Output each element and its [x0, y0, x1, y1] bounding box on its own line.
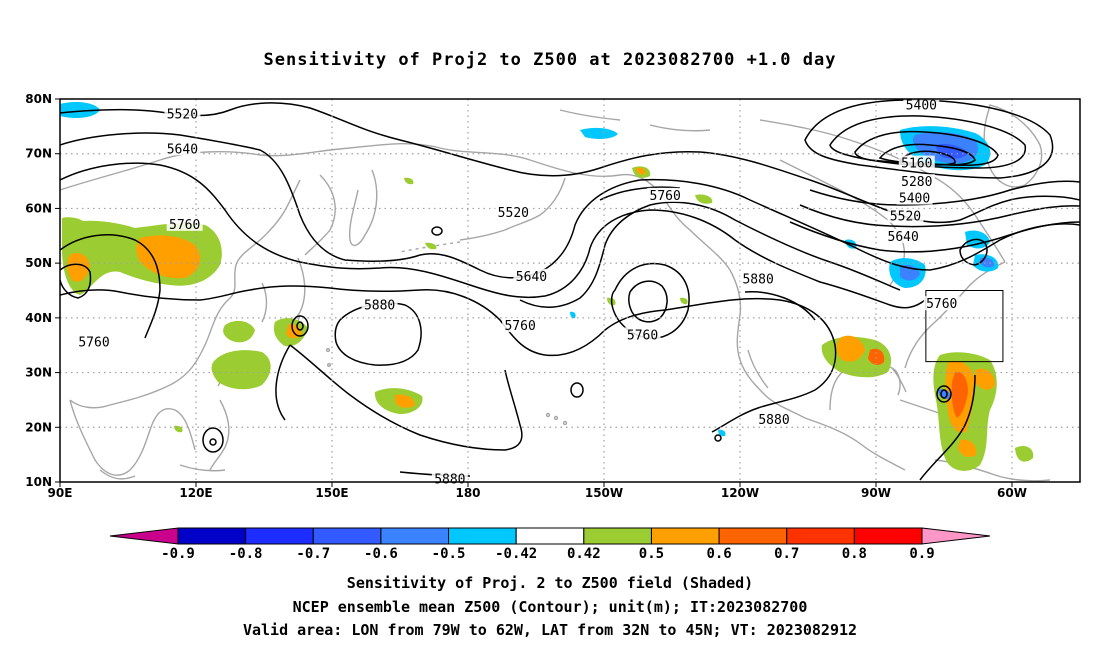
lat-tick-label: 30N: [25, 366, 52, 380]
contour-label: 5880: [431, 471, 468, 487]
contour-label: 5640: [164, 141, 201, 157]
lon-tick-label: 120W: [721, 486, 759, 500]
svg-text:5400: 5400: [906, 99, 937, 114]
contour-label: 5880: [361, 297, 398, 313]
lat-tick-label: 40N: [25, 311, 52, 325]
lat-tick-label: 10N: [25, 475, 52, 489]
colorbar-label: 0.9: [909, 546, 934, 562]
contour-label: 5880: [740, 271, 777, 288]
svg-text:5880: 5880: [742, 273, 773, 288]
colorbar-label: 0.8: [842, 546, 867, 562]
map-frame: [59, 98, 1081, 483]
lat-tick-label: 60N: [25, 201, 52, 215]
colorbar-label: 0.5: [639, 546, 664, 562]
caption-line-1: Sensitivity of Proj. 2 to Z500 field (Sh…: [346, 574, 754, 592]
z500-contours: [60, 99, 1080, 481]
colorbar-swatch: [650, 527, 720, 545]
contour-label: 5760: [76, 334, 112, 350]
svg-text:5520: 5520: [890, 210, 921, 225]
svg-text:5760: 5760: [78, 335, 109, 350]
contour-label: 5760: [502, 318, 539, 334]
colorbar-swatch: [245, 527, 314, 545]
positive-sensitivity-shading: [62, 166, 1034, 471]
svg-text:5880: 5880: [758, 413, 789, 428]
colorbar-swatch: [312, 527, 382, 545]
lon-tick-label: 90E: [48, 486, 73, 500]
colorbar-label: -0.6: [364, 546, 398, 562]
map-title: Sensitivity of Proj2 to Z500 at 20230827…: [263, 50, 837, 70]
caption-line-2: NCEP ensemble mean Z500 (Contour); unit(…: [292, 598, 808, 616]
lon-tick-label: 60W: [997, 486, 1027, 500]
svg-text:5760: 5760: [169, 218, 200, 233]
svg-text:5400: 5400: [899, 192, 930, 207]
svg-text:5640: 5640: [516, 270, 547, 285]
svg-text:5640: 5640: [888, 230, 919, 245]
contour-label: 5760: [624, 327, 661, 343]
svg-text:5160: 5160: [901, 157, 932, 172]
contour-label: 5400: [903, 97, 940, 114]
contour-label: 5640: [885, 228, 922, 245]
svg-text:5760: 5760: [504, 319, 535, 334]
svg-text:5760: 5760: [926, 297, 957, 312]
longitude-axis: 90E 120E 150E 180 150W 120W 90W 60W: [48, 482, 1027, 500]
colorbar-label: -0.42: [495, 546, 537, 562]
colorbar-right-extend: [921, 527, 991, 545]
svg-text:5880: 5880: [434, 472, 465, 487]
lon-tick-label: 180: [455, 486, 480, 500]
contour-label: 5880: [756, 412, 792, 428]
colorbar-label: -0.5: [432, 546, 466, 562]
contour-label: 5160: [898, 155, 935, 172]
lat-tick-label: 50N: [25, 256, 52, 270]
lon-tick-label: 150E: [315, 486, 348, 500]
colorbar-left-extend: [109, 527, 179, 545]
svg-text:5880: 5880: [364, 298, 395, 313]
colorbar-label: 0.42: [567, 546, 601, 562]
svg-text:5520: 5520: [498, 206, 529, 221]
colorbar-label: -0.8: [229, 546, 263, 562]
contour-label: 5760: [923, 296, 960, 312]
contour-label: 5520: [164, 106, 201, 122]
colorbar-swatch: [515, 527, 585, 545]
contour-label: 5760: [647, 187, 684, 204]
lat-tick-label: 20N: [25, 420, 52, 434]
valid-area-box: [925, 290, 1004, 363]
colorbar-swatch: [718, 527, 788, 545]
svg-text:5640: 5640: [167, 142, 198, 157]
gridlines: [60, 99, 1080, 482]
lon-tick-label: 90W: [861, 486, 891, 500]
colorbar-swatch: [177, 527, 247, 545]
colorbar-swatch: [853, 527, 923, 545]
colorbar-swatch: [583, 527, 652, 545]
contour-label: 5520: [887, 208, 924, 225]
colorbar: -0.9 -0.8 -0.7 -0.6 -0.5 -0.42 0.42 0.5 0.6 0.7 0.…: [109, 527, 991, 562]
colorbar-label: 0.7: [774, 546, 799, 562]
latitude-axis: 80N 70N 60N 50N 40N 30N 20N 10N: [25, 92, 60, 489]
contour-label: 5520: [495, 204, 532, 221]
svg-text:5280: 5280: [901, 175, 932, 190]
lon-tick-label: 120E: [179, 486, 212, 500]
lat-tick-label: 80N: [25, 92, 52, 106]
lat-tick-label: 70N: [25, 147, 52, 161]
contour-label: 5640: [513, 268, 550, 285]
lon-tick-label: 150W: [585, 486, 623, 500]
contour-labels: 5520 5640 5760 5760 5880 5880 5520 5640 5760 5760…: [76, 97, 960, 487]
svg-text:5760: 5760: [627, 328, 658, 343]
colorbar-swatch: [448, 527, 517, 545]
colorbar-swatch: [786, 527, 855, 545]
colorbar-swatch: [380, 527, 450, 545]
contour-label: 5280: [898, 174, 935, 190]
colorbar-label: -0.9: [161, 546, 195, 562]
colorbar-label: 0.6: [706, 546, 731, 562]
svg-text:5520: 5520: [167, 107, 198, 122]
colorbar-label: -0.7: [296, 546, 330, 562]
contour-label: 5760: [166, 216, 203, 233]
svg-text:5760: 5760: [650, 189, 681, 204]
contour-label: 5400: [896, 190, 933, 207]
caption-line-3: Valid area: LON from 79W to 62W, LAT fro…: [242, 621, 858, 639]
